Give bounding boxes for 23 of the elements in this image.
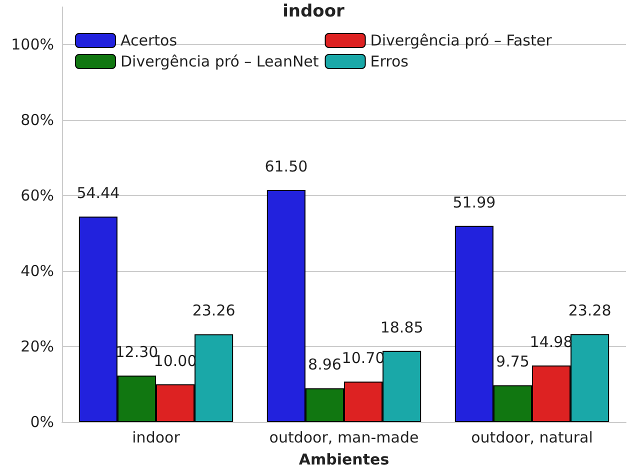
y-tick-label: 60% — [20, 186, 54, 205]
data-label: 61.50 — [264, 157, 308, 176]
legend-label: Erros — [370, 52, 409, 70]
y-tick-label: 100% — [11, 36, 54, 54]
data-label: 23.28 — [568, 302, 612, 320]
y-tick-label: 80% — [20, 111, 54, 130]
data-label: 23.26 — [192, 302, 236, 320]
legend-label: Divergência pró – Faster — [370, 32, 553, 50]
legend-label: Acertos — [120, 32, 178, 50]
chart-title: indoor — [282, 2, 346, 22]
data-label: 8.96 — [308, 356, 342, 374]
legend-label: Divergência pró – LeanNet — [120, 52, 319, 70]
y-tick-label: 40% — [20, 262, 54, 280]
x-axis-title: Ambientes — [298, 450, 390, 468]
data-label: 54.44 — [76, 184, 120, 202]
data-label: 51.99 — [452, 193, 496, 212]
data-label: 9.75 — [496, 352, 530, 371]
x-tick-label: outdoor, man-made — [269, 428, 419, 446]
x-tick-label: indoor — [132, 428, 181, 446]
y-tick-label: 0% — [30, 413, 54, 431]
y-tick-label: 20% — [20, 338, 54, 356]
x-tick-label: outdoor, natural — [471, 428, 593, 446]
data-label: 18.85 — [380, 318, 424, 336]
